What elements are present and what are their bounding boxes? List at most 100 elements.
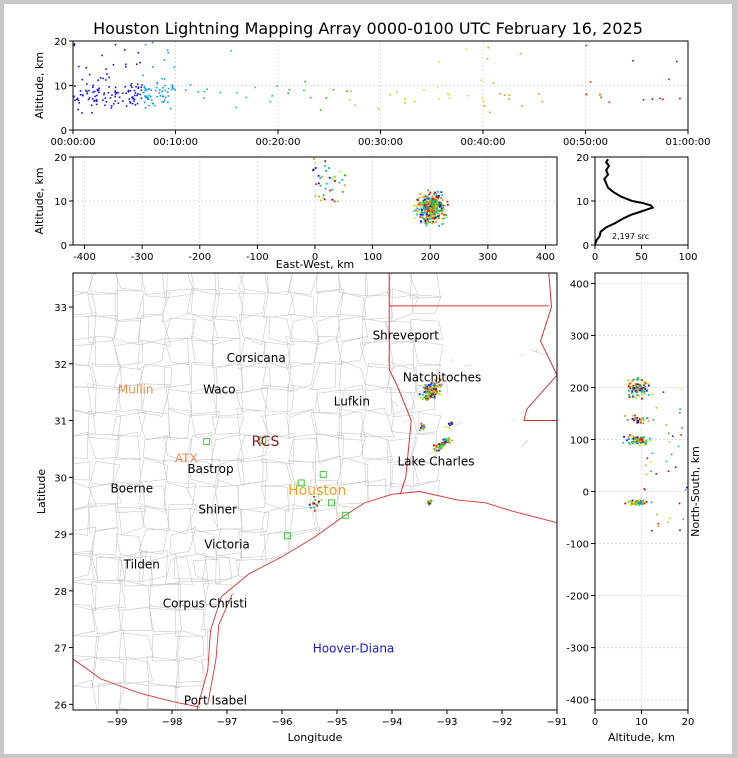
county-boundary: [165, 338, 189, 365]
county-boundary: [238, 292, 267, 319]
ew-altitude-point: [426, 206, 428, 209]
county-boundary: [118, 632, 154, 661]
county-boundary: [164, 556, 193, 585]
ew-altitude-point: [428, 197, 431, 200]
county-boundary: [188, 386, 218, 416]
lightning-source-point: [427, 393, 430, 395]
ns-altitude-point: [627, 379, 630, 382]
ns-altitude-point: [635, 397, 637, 400]
lightning-source-point: [434, 397, 436, 399]
time-altitude-point: [642, 98, 645, 101]
time-altitude-point: [519, 52, 522, 55]
ns-altitude-point: [670, 453, 673, 456]
ns-altitude-point: [634, 436, 637, 439]
ns-altitude-point: [636, 416, 639, 419]
ew-altitude-point: [423, 206, 426, 209]
ns-altitude-point: [631, 501, 633, 504]
ew-tick-label: -400: [73, 252, 96, 263]
ns-altitude-point: [628, 441, 630, 444]
city-label: Corsicana: [227, 351, 286, 365]
ns-altitude-point: [650, 501, 653, 504]
time-altitude-point: [436, 86, 439, 89]
lightning-source-point: [435, 384, 438, 387]
parish-boundary: [535, 348, 537, 352]
lightning-source-point: [437, 443, 440, 446]
lightning-source-point: [430, 395, 433, 398]
time-altitude-point: [304, 80, 306, 83]
ew-altitude-point: [442, 208, 445, 211]
ew-altitude-point: [317, 174, 320, 177]
ns-altitude-point: [638, 499, 640, 502]
ns-altitude-point: [627, 385, 630, 388]
time-altitude-point: [133, 100, 135, 102]
histogram-frame: [594, 156, 689, 246]
ns-altitude-point: [636, 499, 639, 502]
ns-altitude-point: [671, 435, 674, 438]
lightning-source-point: [428, 386, 431, 389]
time-tick-label: 00:30:00: [358, 137, 403, 148]
parish-boundary: [531, 349, 544, 355]
time-altitude-point: [104, 79, 107, 81]
county-boundary: [260, 387, 295, 412]
time-altitude-point: [81, 112, 83, 114]
time-altitude-point: [117, 91, 119, 94]
time-altitude-point: [608, 101, 611, 103]
parish-boundary: [445, 377, 449, 395]
county-boundary: [314, 336, 343, 365]
time-altitude-point: [114, 90, 117, 92]
time-altitude-point: [354, 104, 357, 107]
county-boundary: [138, 528, 168, 555]
county-boundary: [91, 657, 125, 688]
county-boundary: [337, 432, 367, 461]
ew-altitude-point: [446, 203, 449, 206]
county-boundary: [112, 411, 147, 437]
county-boundary: [236, 407, 269, 438]
time-altitude-point: [150, 89, 153, 92]
time-altitude-point: [161, 101, 164, 103]
ns-altitude-point: [646, 417, 648, 419]
lightning-source-point: [314, 509, 316, 512]
lightning-source-point: [320, 499, 323, 502]
county-boundary: [164, 362, 191, 389]
county-boundary: [90, 273, 119, 295]
ew-altitude-point: [419, 211, 422, 214]
plan-view-map-panel: Shreveport Corsicana Natchitoches Mullin Wac…: [35, 272, 568, 744]
lightning-source-point: [447, 422, 450, 425]
ns-altitude-point: [640, 419, 643, 421]
longitude-tick-label: −92: [491, 717, 512, 728]
county-boundary: [124, 656, 153, 685]
ew-altitude-point: [428, 214, 431, 217]
lightning-source-point: [433, 395, 436, 398]
lightning-source-point: [440, 443, 443, 445]
ns-altitude-point: [639, 389, 641, 392]
county-boundary: [384, 321, 417, 343]
ns-altitude-point: [635, 386, 637, 389]
time-altitude-point: [145, 95, 148, 97]
lightning-source-point: [424, 387, 427, 390]
latitude-tick-label: 28: [54, 587, 67, 598]
time-altitude-point: [668, 78, 670, 81]
time-altitude-point: [85, 66, 88, 69]
time-altitude-point: [92, 91, 94, 93]
time-altitude-point: [161, 77, 163, 80]
ns-altitude-point: [633, 503, 636, 505]
county-boundary: [176, 630, 205, 662]
ns-altitude-point: [641, 501, 644, 504]
ns-altitude-point: [646, 457, 649, 460]
time-altitude-point: [136, 83, 139, 85]
figure-frame: Houston Lightning Mapping Array 0000-010…: [4, 4, 732, 754]
ew-altitude-point: [420, 203, 423, 206]
north-south-ylabel: North-South, km: [689, 446, 702, 537]
ew-altitude-point: [427, 189, 429, 192]
time-altitude-point: [81, 78, 84, 81]
ew-altitude-point: [430, 198, 432, 201]
ns-altitude-point: [622, 441, 625, 444]
county-boundary: [138, 485, 167, 514]
ns-altitude-point: [636, 388, 639, 390]
ew-altitude-point: [426, 214, 428, 217]
county-boundary: [190, 527, 218, 561]
lightning-source-point: [426, 384, 429, 387]
ew-altitude-point: [319, 199, 322, 202]
county-boundary: [165, 389, 193, 418]
lightning-source-point: [446, 438, 449, 440]
